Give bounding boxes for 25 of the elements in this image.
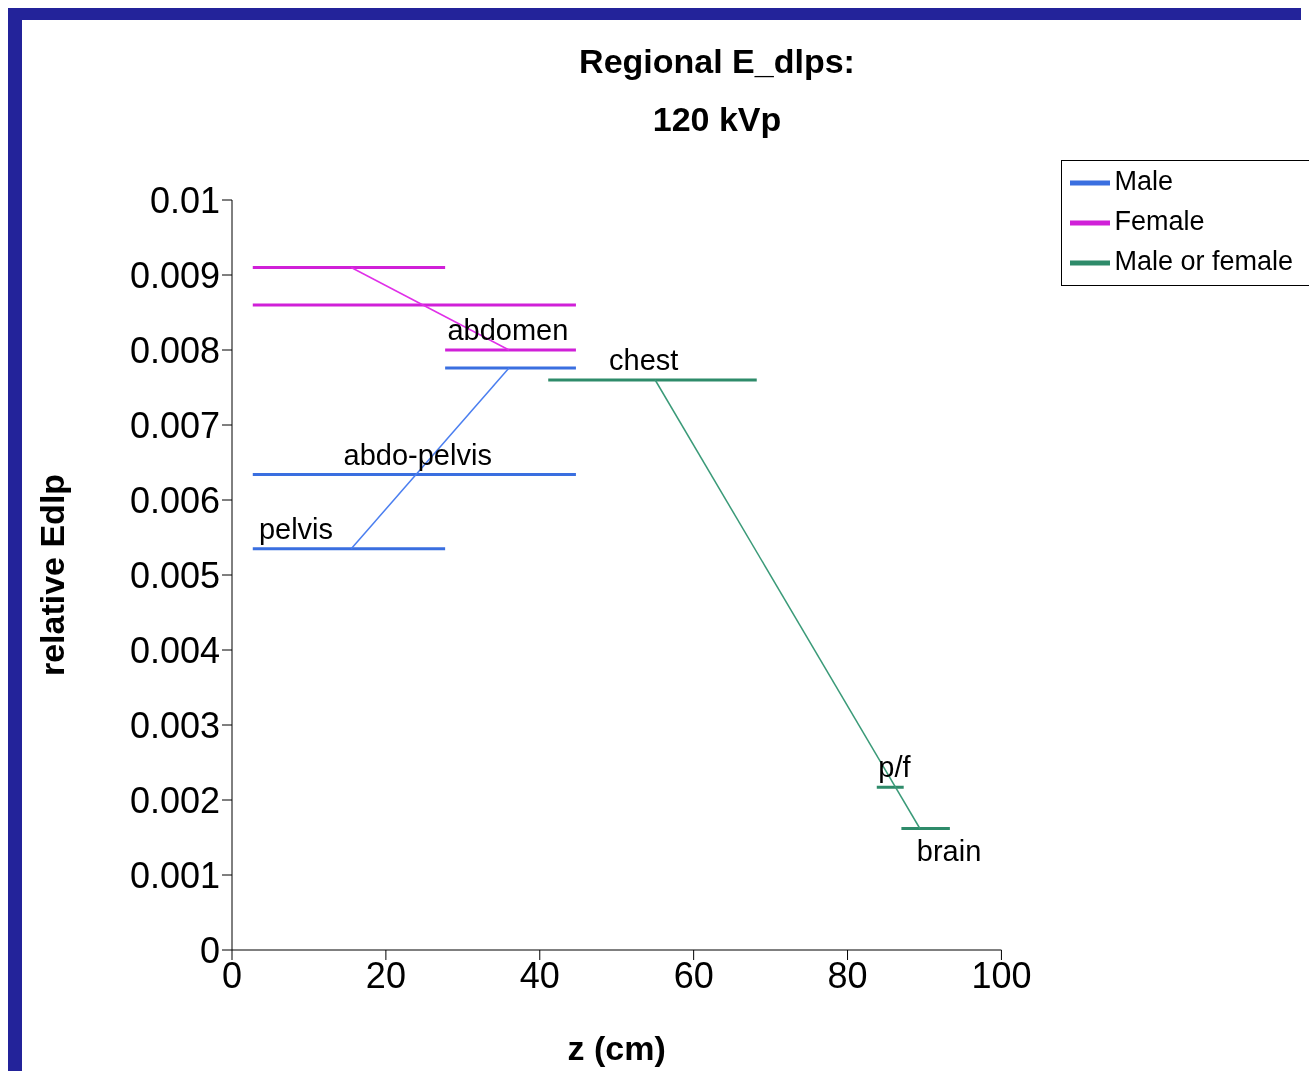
- annotation: chest: [609, 344, 679, 376]
- legend-label: Female: [1114, 206, 1205, 237]
- y-tick-label: 0.008: [129, 329, 220, 371]
- x-tick-label: 40: [519, 954, 560, 996]
- y-axis-title: relative Edlp: [33, 473, 72, 677]
- y-tick-label: 0.007: [129, 404, 220, 446]
- x-tick-label: 60: [673, 954, 714, 996]
- annotation: pelvis: [258, 512, 334, 545]
- y-tick-label: 0.004: [129, 629, 220, 671]
- x-tick-label: 20: [365, 954, 406, 996]
- legend-label: Male: [1114, 166, 1173, 197]
- y-tick-label: 0.006: [129, 479, 220, 521]
- y-tick-label: 0.002: [129, 779, 220, 821]
- y-tick-label: 0.001: [129, 854, 220, 896]
- x-tick-label: 100: [971, 954, 1032, 996]
- chart-subtitle: 120 kVp: [651, 99, 783, 140]
- x-tick-label: 80: [827, 954, 868, 996]
- y-tick-label: 0.009: [129, 254, 220, 296]
- annotation: brain: [916, 834, 982, 867]
- y-tick-label: 0.003: [129, 704, 220, 746]
- chart-title: Regional E_dlps:: [578, 41, 856, 82]
- y-tick-label: 0.01: [149, 179, 220, 221]
- y-tick-label: 0.005: [129, 554, 220, 596]
- x-axis-title: z (cm): [567, 1029, 666, 1067]
- legend-label: Male or female: [1114, 246, 1293, 277]
